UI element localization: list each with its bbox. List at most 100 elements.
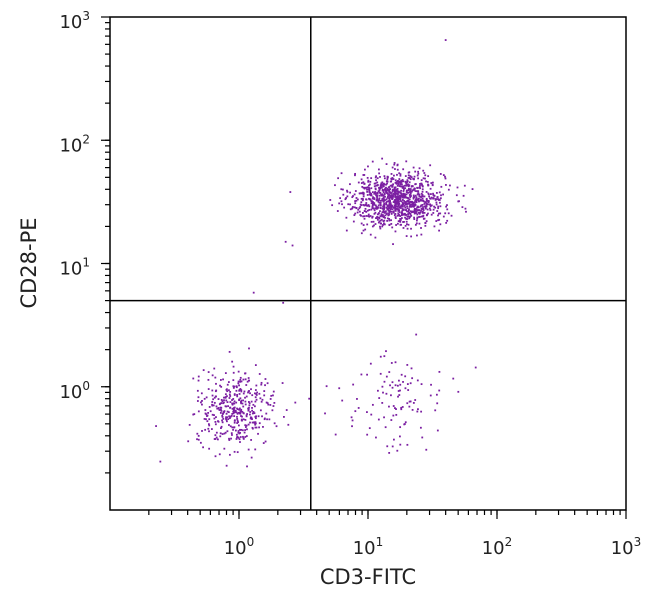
point-upper-right xyxy=(402,185,405,188)
point-upper-right xyxy=(371,160,374,163)
point-lower-left xyxy=(217,420,220,423)
point-lower-left xyxy=(220,402,223,404)
point-lower-left xyxy=(204,428,207,431)
point-lower-left xyxy=(208,447,211,450)
point-upper-right xyxy=(404,201,407,204)
point-upper-right xyxy=(385,190,388,193)
point-lower-right xyxy=(402,381,404,383)
point-upper-right xyxy=(402,187,405,190)
point-upper-right xyxy=(400,180,403,183)
point-upper-right xyxy=(340,188,343,191)
point-upper-right xyxy=(411,185,414,187)
point-upper-right xyxy=(394,217,397,220)
point-upper-right xyxy=(408,211,411,214)
point-lower-right xyxy=(394,384,397,387)
point-upper-right xyxy=(385,186,387,189)
point-upper-right xyxy=(423,172,426,174)
point-upper-right xyxy=(359,203,362,206)
point-upper-right xyxy=(417,192,420,195)
point-upper-right xyxy=(390,192,393,194)
point-lower-left xyxy=(255,417,257,420)
point-lower-right xyxy=(401,406,404,408)
point-upper-right xyxy=(410,190,413,193)
point-upper-right xyxy=(420,227,422,229)
point-upper-right xyxy=(388,224,391,226)
point-lower-left xyxy=(218,453,221,456)
point-upper-right xyxy=(404,216,406,219)
point-upper-right xyxy=(419,183,421,185)
point-upper-right xyxy=(396,184,399,187)
point-upper-right xyxy=(376,184,379,186)
point-upper-right xyxy=(385,163,388,165)
y-axis-title: CD28-PE xyxy=(17,217,41,308)
point-lower-right xyxy=(410,367,413,370)
point-lower-left xyxy=(251,394,254,397)
point-upper-right xyxy=(377,168,380,171)
point-lower-right xyxy=(381,385,384,388)
point-upper-right xyxy=(341,188,344,191)
point-upper-right xyxy=(412,194,415,197)
point-upper-right xyxy=(418,216,420,218)
point-lower-left xyxy=(222,417,225,420)
point-upper-right xyxy=(429,203,431,206)
point-upper-right xyxy=(421,199,424,202)
point-lower-left xyxy=(258,426,260,429)
point-lower-left xyxy=(211,413,214,416)
point-upper-right xyxy=(417,205,419,208)
point-upper-right xyxy=(386,188,389,191)
point-lower-left xyxy=(251,412,254,415)
point-upper-right xyxy=(432,197,434,200)
point-upper-right xyxy=(367,204,370,206)
point-lower-left xyxy=(255,393,258,395)
point-upper-right xyxy=(387,196,389,198)
point-lower-left xyxy=(215,436,218,439)
point-upper-right xyxy=(368,187,370,189)
point-upper-right xyxy=(438,229,440,232)
point-upper-right xyxy=(380,193,382,196)
point-upper-right xyxy=(416,193,419,196)
point-lower-left xyxy=(196,389,199,392)
point-upper-right xyxy=(420,179,423,182)
point-lower-left xyxy=(242,437,245,440)
point-upper-right xyxy=(404,196,407,199)
point-upper-right xyxy=(396,201,399,203)
point-lower-right xyxy=(435,393,438,396)
point-lower-left xyxy=(200,392,203,395)
point-upper-right xyxy=(437,219,439,222)
point-upper-right xyxy=(404,224,407,227)
point-lower-right xyxy=(390,362,393,364)
point-upper-right xyxy=(442,215,445,218)
point-upper-right xyxy=(396,200,399,202)
point-lower-right xyxy=(391,386,394,389)
point-outlier xyxy=(444,39,447,41)
point-lower-left xyxy=(197,438,200,441)
point-upper-right xyxy=(412,197,415,200)
point-upper-right xyxy=(373,192,376,195)
point-upper-right xyxy=(379,184,382,187)
point-upper-right xyxy=(419,187,422,190)
point-upper-right xyxy=(363,204,366,207)
point-lower-left xyxy=(268,418,271,421)
point-lower-left xyxy=(223,410,226,412)
point-upper-right xyxy=(397,210,400,212)
point-lower-left xyxy=(249,417,252,420)
point-lower-left xyxy=(192,413,195,416)
point-upper-right xyxy=(388,219,391,222)
x-axis-ticks xyxy=(148,510,627,519)
point-upper-right xyxy=(398,178,401,180)
point-upper-right xyxy=(380,213,383,216)
point-upper-right xyxy=(414,187,416,190)
point-lower-right xyxy=(394,407,396,409)
point-upper-right xyxy=(398,211,401,214)
point-lower-left xyxy=(205,396,208,399)
point-upper-right xyxy=(351,196,354,199)
point-lower-left xyxy=(159,460,162,463)
point-upper-right xyxy=(362,215,364,218)
point-upper-right xyxy=(409,190,412,193)
point-lower-left xyxy=(231,402,234,405)
point-upper-right xyxy=(367,179,370,182)
point-lower-left xyxy=(202,446,204,449)
point-lower-left xyxy=(285,409,288,411)
point-upper-right xyxy=(413,218,416,220)
point-lower-left xyxy=(244,424,247,427)
